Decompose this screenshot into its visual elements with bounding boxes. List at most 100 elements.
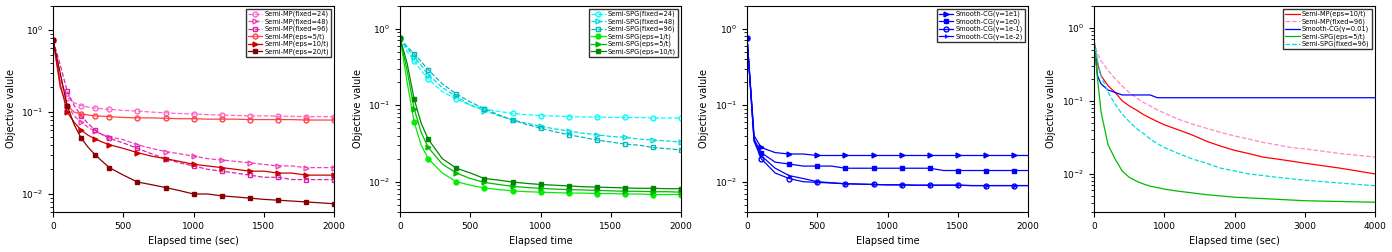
Semi-SPG(eps=5/t) [1169,190,1186,193]
Semi-SPG(eps=1/t) [658,193,675,196]
Semi-MP(eps=5/t) [79,114,96,117]
Semi-SPG(fixed=96) [476,107,493,110]
Semi-SPG(eps=1/t) [448,180,465,183]
Semi-MP(eps=10/t) [270,172,287,175]
Smooth-CG(γ=1e0) [753,151,770,154]
Smooth-CG(γ=1e0) [837,167,853,170]
Line: Semi-MP(fixed=48): Semi-MP(fixed=48) [50,38,337,170]
Smooth-CG(γ=1e-2) [767,167,784,170]
Semi-MP(fixed=96) [1367,155,1384,159]
Semi-MP(fixed=48) [65,114,82,117]
Semi-SPG(eps=5/t) [617,190,633,193]
Semi-MP(eps=10/t) [1128,108,1144,111]
Line: Smooth-CG(γ=0.01): Smooth-CG(γ=0.01) [1094,41,1375,98]
Semi-MP(eps=20/t) [58,104,75,107]
Semi-MP(fixed=96) [1240,138,1257,141]
Semi-SPG(eps=10/t) [532,183,548,186]
Semi-SPG(eps=5/t) [1107,158,1123,161]
Semi-SPG(eps=10/t) [546,184,562,187]
Smooth-CG(γ=1e0) [781,163,798,166]
Semi-MP(fixed=96) [227,172,244,175]
Semi-MP(fixed=24) [312,115,329,118]
Semi-SPG(fixed=96) [1254,174,1271,177]
Semi-SPG(fixed=48) [490,114,507,117]
Semi-SPG(eps=1/t) [420,157,437,160]
Semi-MP(fixed=96) [1089,52,1105,55]
Line: Smooth-CG(γ=1e-2): Smooth-CG(γ=1e-2) [745,36,1030,188]
Smooth-CG(γ=1e1) [963,154,980,157]
Semi-MP(fixed=96) [1169,118,1186,121]
Semi-SPG(eps=1/t) [504,189,521,192]
Legend: Semi-MP(eps=10/t), Semi-MP(fixed=96), Smooth-CG(γ=0.01), Semi-SPG(eps=5/t), Semi: Semi-MP(eps=10/t), Semi-MP(fixed=96), Sm… [1283,9,1371,49]
Smooth-CG(γ=0.01) [1282,96,1299,99]
Semi-SPG(fixed=96) [1086,40,1102,43]
Semi-MP(eps=10/t) [65,121,82,124]
Semi-SPG(fixed=48) [413,64,430,67]
Line: Semi-SPG(eps=1/t): Semi-SPG(eps=1/t) [398,36,683,197]
Semi-MP(fixed=48) [157,150,174,153]
Smooth-CG(γ=1e1) [767,151,784,154]
Semi-SPG(fixed=96) [617,143,633,146]
Semi-MP(fixed=24) [116,109,132,112]
Semi-MP(fixed=96) [157,157,174,160]
Semi-SPG(eps=10/t) [644,187,661,190]
Semi-MP(eps=10/t) [256,170,273,173]
Semi-MP(eps=20/t) [270,199,287,202]
Line: Smooth-CG(γ=1e-1): Smooth-CG(γ=1e-1) [745,36,1030,188]
Semi-SPG(fixed=48) [644,139,661,142]
Semi-MP(fixed=96) [65,104,82,107]
Semi-SPG(fixed=96) [1169,152,1186,155]
Semi-SPG(fixed=48) [603,135,619,138]
Semi-SPG(fixed=24) [518,113,535,116]
Smooth-CG(γ=1e1) [746,134,763,137]
Smooth-CG(γ=1e-2) [963,184,980,187]
Semi-SPG(eps=10/t) [462,171,479,174]
Semi-MP(fixed=96) [1093,59,1109,62]
Semi-SPG(eps=5/t) [406,107,423,110]
Smooth-CG(γ=1e0) [767,161,784,164]
Semi-SPG(fixed=96) [1199,162,1215,165]
Line: Semi-SPG(fixed=96): Semi-SPG(fixed=96) [1094,41,1375,186]
Semi-SPG(eps=10/t) [490,179,507,182]
Semi-SPG(fixed=48) [658,140,675,143]
Semi-SPG(eps=5/t) [1185,192,1201,195]
Semi-MP(eps=5/t) [256,118,273,121]
Semi-SPG(eps=10/t) [406,98,423,101]
Smooth-CG(γ=1e-1) [922,184,938,187]
Semi-MP(fixed=24) [213,114,230,117]
Semi-MP(fixed=24) [143,111,160,114]
Semi-MP(fixed=48) [199,157,216,160]
Semi-SPG(eps=5/t) [532,187,548,190]
Semi-SPG(eps=1/t) [631,193,647,196]
Semi-MP(fixed=24) [95,107,111,110]
Semi-MP(fixed=96) [270,176,287,179]
Semi-SPG(eps=1/t) [603,192,619,195]
Semi-MP(fixed=48) [86,130,103,133]
Semi-MP(eps=5/t) [157,117,174,120]
Semi-SPG(fixed=96) [1107,103,1123,106]
Semi-SPG(fixed=24) [420,77,437,80]
Smooth-CG(γ=1e0) [851,167,867,170]
Smooth-CG(γ=1e1) [1005,154,1022,157]
Semi-SPG(eps=5/t) [1093,111,1109,114]
Semi-SPG(fixed=96) [1128,127,1144,130]
Semi-SPG(eps=5/t) [462,177,479,180]
Semi-MP(fixed=48) [270,165,287,168]
Semi-MP(eps=20/t) [298,200,315,203]
Semi-MP(fixed=48) [326,166,342,169]
Semi-MP(eps=10/t) [171,160,188,163]
Semi-MP(eps=10/t) [1089,62,1105,65]
Semi-MP(fixed=96) [1114,84,1130,87]
Smooth-CG(γ=1e0) [963,169,980,172]
Semi-MP(eps=5/t) [45,39,61,42]
Semi-MP(fixed=48) [312,166,329,169]
Semi-MP(eps=10/t) [199,165,216,168]
Smooth-CG(γ=1e1) [866,154,883,157]
Smooth-CG(γ=1e-1) [851,183,867,186]
Smooth-CG(γ=1e1) [991,154,1008,157]
Smooth-CG(γ=1e1) [880,154,896,157]
Semi-SPG(fixed=24) [406,59,423,62]
Semi-SPG(fixed=96) [391,37,408,40]
Smooth-CG(γ=1e-1) [894,183,910,186]
Semi-MP(fixed=96) [1086,40,1102,43]
